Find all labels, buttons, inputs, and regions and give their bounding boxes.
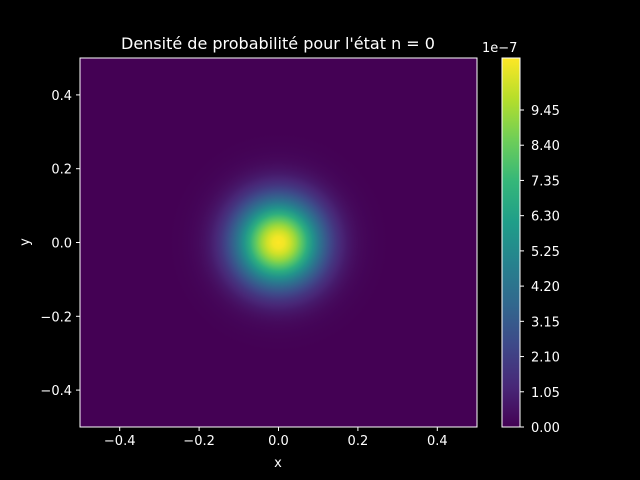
colorbar-tick-label: 0.00: [531, 421, 560, 436]
x-axis-label: x: [274, 456, 282, 471]
colorbar-tick-label: 8.40: [531, 139, 560, 154]
colorbar-tick-label: 5.25: [531, 245, 560, 260]
y-tick-label: 0.4: [51, 89, 72, 104]
x-axis-ticks: −0.4 −0.2 0.0 0.2 0.4: [104, 427, 448, 449]
colorbar-tick-label: 6.30: [531, 210, 560, 225]
colorbar-tick-label: 1.05: [531, 386, 560, 401]
colorbar-frame: [501, 57, 521, 428]
y-tick-label: −0.2: [40, 310, 72, 325]
y-tick-label: 0.2: [51, 163, 72, 178]
heatmap-field: [80, 58, 477, 427]
x-tick-label: −0.2: [183, 434, 215, 449]
colorbar-tick-label: 9.45: [531, 104, 560, 119]
y-axis-label: y: [18, 238, 33, 246]
y-tick-label: 0.0: [51, 237, 72, 252]
colorbar-scale-label: 1e−7: [482, 41, 517, 56]
colorbar-ticks: 0.00 1.05 2.10 3.15 4.20 5.25 6.30 7.35 8.40 9.45: [520, 104, 560, 436]
colorbar: [502, 58, 520, 427]
x-tick-label: 0.4: [427, 434, 448, 449]
colorbar-tick-label: 2.10: [531, 351, 560, 366]
x-tick-label: 0.2: [348, 434, 369, 449]
colorbar-tick-label: 3.15: [531, 315, 560, 330]
x-tick-label: −0.4: [104, 434, 136, 449]
y-tick-label: −0.4: [40, 384, 72, 399]
chart-title: Densité de probabilité pour l'état n = 0: [121, 34, 435, 53]
colorbar-tick-label: 7.35: [531, 174, 560, 189]
y-axis-ticks: −0.4 −0.2 0.0 0.2 0.4: [40, 89, 80, 399]
colorbar-tick-label: 4.20: [531, 280, 560, 295]
x-tick-label: 0.0: [268, 434, 289, 449]
